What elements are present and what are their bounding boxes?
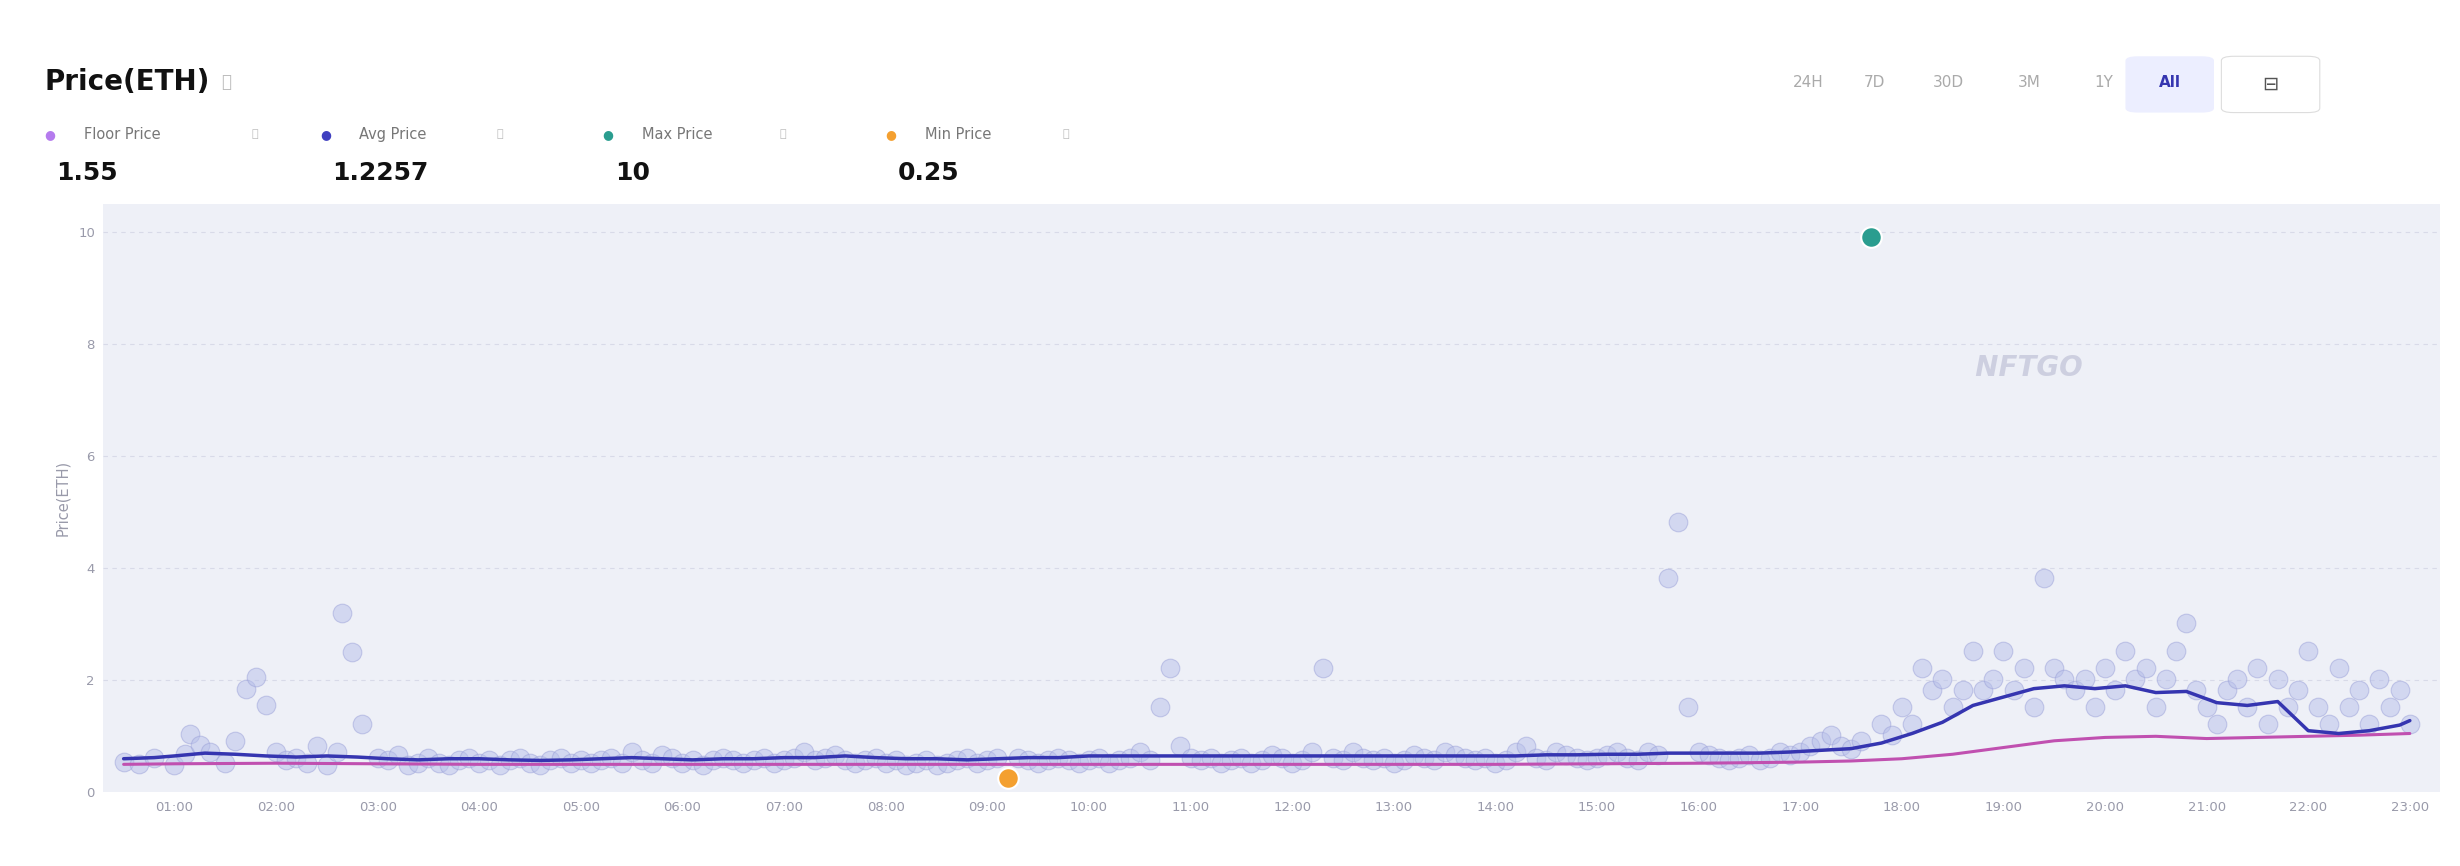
Point: [509, 756, 549, 770]
Point: [470, 753, 509, 767]
Point: [652, 751, 691, 765]
Point: [1852, 230, 1892, 244]
Point: [947, 751, 986, 765]
Point: [581, 753, 620, 767]
Text: 24H: 24H: [1793, 74, 1823, 90]
Point: [1333, 745, 1373, 759]
Point: [359, 751, 399, 765]
Text: ⓘ: ⓘ: [251, 129, 258, 139]
Point: [1466, 751, 1506, 765]
Point: [918, 759, 957, 772]
Point: [490, 753, 529, 767]
Text: Price(ETH): Price(ETH): [44, 68, 209, 96]
Point: [1161, 740, 1200, 753]
Point: [1151, 661, 1191, 675]
Point: [2239, 661, 2278, 675]
Point: [957, 756, 996, 770]
Point: [1528, 753, 1567, 767]
Point: [733, 753, 772, 767]
Point: [846, 753, 886, 767]
Point: [1638, 748, 1678, 762]
Point: [1801, 734, 1840, 747]
Point: [1557, 751, 1597, 765]
Point: [2116, 672, 2155, 686]
Point: [1191, 751, 1230, 765]
Text: ●: ●: [320, 127, 330, 141]
Point: [1597, 745, 1636, 759]
Point: [895, 756, 935, 770]
Point: [1476, 756, 1515, 770]
Point: [1294, 745, 1333, 759]
Point: [2064, 672, 2103, 686]
Y-axis label: Price(ETH): Price(ETH): [54, 460, 69, 536]
Point: [1405, 751, 1444, 765]
Point: [2086, 661, 2125, 675]
Point: [1872, 728, 1911, 742]
Text: 10: 10: [615, 161, 649, 185]
Point: [1791, 740, 1830, 753]
Point: [561, 753, 600, 767]
Point: [1983, 644, 2022, 658]
Point: [765, 753, 804, 767]
Point: [1781, 745, 1820, 759]
Point: [662, 756, 701, 770]
Point: [1323, 753, 1363, 767]
Point: [246, 699, 285, 713]
Point: [1181, 753, 1220, 767]
Point: [1587, 748, 1626, 762]
Point: [1109, 751, 1149, 765]
Point: [1506, 740, 1545, 753]
Point: [1678, 745, 1717, 759]
Text: ●: ●: [603, 127, 613, 141]
Point: [2248, 717, 2288, 731]
Point: [1171, 751, 1210, 765]
Point: [1749, 751, 1788, 765]
Point: [2125, 661, 2165, 675]
Point: [1619, 753, 1658, 767]
Point: [1973, 672, 2012, 686]
Point: [1862, 717, 1902, 731]
Text: ⓘ: ⓘ: [221, 74, 231, 91]
Point: [1424, 745, 1464, 759]
Point: [1953, 644, 1993, 658]
Point: [1892, 717, 1931, 731]
Point: [418, 756, 458, 770]
Point: [1934, 701, 1973, 714]
Point: [1496, 745, 1535, 759]
Point: [836, 756, 876, 770]
Point: [2177, 683, 2216, 697]
Point: [541, 751, 581, 765]
Point: [2096, 683, 2135, 697]
Point: [1720, 751, 1759, 765]
Point: [1009, 753, 1048, 767]
Text: 1.55: 1.55: [57, 161, 118, 185]
Point: [1729, 748, 1769, 762]
Point: [704, 751, 743, 765]
Point: [1668, 701, 1707, 714]
Text: Floor Price: Floor Price: [84, 126, 160, 142]
Point: [2391, 717, 2430, 731]
Point: [1771, 748, 1811, 762]
Point: [827, 753, 866, 767]
Point: [342, 717, 381, 731]
Point: [1963, 683, 2002, 697]
Point: [723, 756, 763, 770]
Text: ⓘ: ⓘ: [1063, 129, 1068, 139]
Point: [1456, 753, 1496, 767]
Text: All: All: [2160, 74, 2180, 90]
Point: [622, 753, 662, 767]
Point: [2278, 683, 2317, 697]
Point: [408, 751, 448, 765]
Point: [236, 670, 276, 684]
Point: [1567, 753, 1606, 767]
Point: [2320, 661, 2359, 675]
Point: [207, 756, 246, 770]
Point: [226, 682, 266, 695]
Point: [1038, 751, 1077, 765]
Point: [216, 734, 256, 747]
Point: [795, 753, 834, 767]
Point: [1343, 751, 1383, 765]
Point: [1648, 572, 1688, 585]
Point: [1444, 751, 1483, 765]
